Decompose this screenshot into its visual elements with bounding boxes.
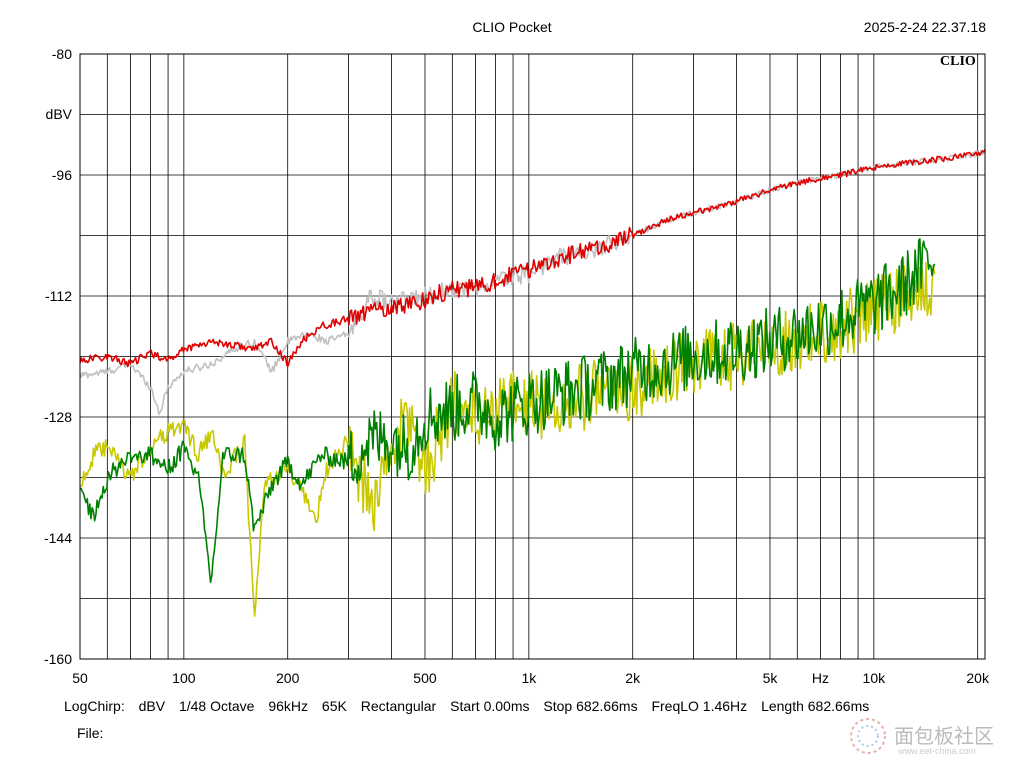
x-axis-unit-label: Hz [812,670,829,686]
file-label: File: [77,725,104,741]
y-tick-label: -96 [52,167,72,183]
y-tick-label: -128 [44,409,72,425]
watermark-text: 面包板社区 [894,726,994,748]
unit-label: dBV [138,698,166,714]
measurement-settings-bar: LogChirp: dBV 1/48 Octave 96kHz 65K Rect… [64,697,879,715]
series-line-1 [79,149,986,416]
y-axis-unit-label: dBV [46,106,73,122]
mode-label: LogChirp: [64,698,125,714]
y-axis-labels: -80 -96 -112 -128 -144 -160 [44,46,72,667]
plot-frame [79,53,986,660]
x-tick-label: 1k [521,670,537,686]
length-label: Length 682.66ms [761,698,870,714]
x-tick-label: 100 [172,670,196,686]
y-tick-label: -80 [52,46,72,62]
x-tick-label: 10k [863,670,887,686]
x-tick-label: 200 [276,670,300,686]
y-tick-label: -160 [44,651,72,667]
stop-label: Stop 682.66ms [543,698,638,714]
timestamp: 2025-2-24 22.37.18 [863,19,986,35]
dot-ring-logo-icon [850,718,886,754]
x-axis-labels: 50 100 200 500 1k 2k 5k 10k 20k Hz [72,670,990,686]
watermark: 面包板社区 www.eet-china.com [848,714,1018,762]
freq-lo-label: FreqLO 1.46Hz [651,698,748,714]
series-line-2 [79,149,986,368]
x-tick-label: 20k [966,670,990,686]
x-tick-label: 2k [625,670,641,686]
y-tick-label: -144 [44,530,72,546]
clio-logo: CLIO [940,54,976,69]
watermark-url: www.eet-china.com [898,746,977,756]
size-label: 65K [321,698,347,714]
x-tick-label: 5k [763,670,779,686]
y-tick-label: -112 [45,288,72,304]
x-tick-label: 500 [413,670,437,686]
start-label: Start 0.00ms [450,698,530,714]
smoothing-label: 1/48 Octave [178,698,255,714]
series-layer [79,149,986,617]
window-title: CLIO Pocket [472,19,552,35]
window-label: Rectangular [360,698,437,714]
sample-rate-label: 96kHz [268,698,309,714]
x-tick-label: 50 [72,670,88,686]
series-line-4 [79,238,936,584]
